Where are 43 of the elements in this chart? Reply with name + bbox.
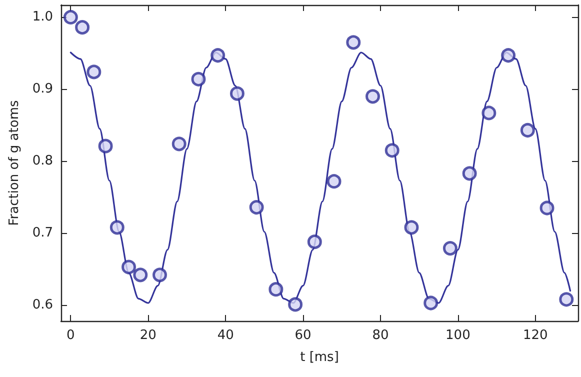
point	[366, 89, 380, 104]
point	[462, 166, 477, 181]
point	[122, 260, 136, 274]
x-tick-label: 60	[294, 328, 312, 343]
x-tick-label: 0	[66, 328, 75, 343]
x-tick-label: 40	[217, 328, 234, 343]
point	[191, 72, 206, 86]
point	[110, 220, 124, 235]
point	[559, 292, 574, 307]
point	[404, 220, 419, 235]
point	[210, 48, 226, 63]
point	[326, 174, 342, 189]
point	[424, 296, 438, 310]
point	[268, 282, 284, 297]
y-tick-label: 0.7	[32, 226, 53, 241]
point	[501, 48, 516, 63]
point	[63, 10, 78, 24]
point	[482, 106, 496, 120]
point	[288, 297, 303, 312]
point	[249, 200, 264, 215]
point	[152, 268, 168, 282]
y-tick-label: 0.6	[32, 298, 53, 313]
point	[540, 200, 554, 216]
point	[98, 138, 113, 154]
point	[442, 241, 458, 256]
x-axis-title: t [ms]	[300, 350, 339, 365]
y-axis-title: Fraction of g atoms	[7, 100, 22, 226]
point	[384, 143, 400, 158]
point	[520, 123, 535, 138]
x-tick-label: 80	[372, 328, 389, 343]
point	[172, 136, 186, 152]
y-tick-label: 0.8	[32, 154, 53, 169]
point	[346, 35, 361, 50]
x-tick-label: 100	[446, 328, 470, 343]
x-tick-label: 120	[522, 328, 548, 343]
point	[75, 20, 90, 35]
point	[307, 234, 322, 250]
x-tick-label: 20	[140, 328, 156, 343]
point	[230, 86, 244, 101]
point	[133, 268, 148, 282]
y-tick-label: 0.9	[32, 82, 53, 97]
y-tick-label: 1.0	[32, 10, 53, 25]
point	[86, 64, 102, 80]
